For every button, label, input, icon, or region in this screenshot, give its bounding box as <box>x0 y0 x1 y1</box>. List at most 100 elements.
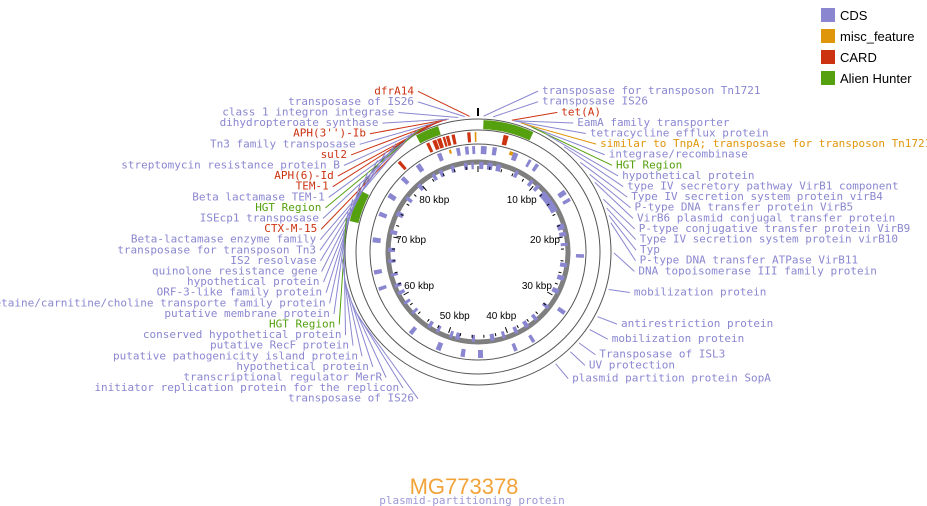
kbp-tick <box>427 318 430 322</box>
cds-reverse-segment <box>486 162 494 171</box>
kbp-tick <box>432 178 435 182</box>
alien-hunter-segment <box>483 120 534 141</box>
leader-line <box>594 181 634 219</box>
map-subtitle: plasmid-partitioning protein <box>379 494 564 506</box>
cds-forward-segment <box>436 152 444 162</box>
leader-line <box>369 119 448 135</box>
kbp-tick <box>529 185 534 192</box>
feature-label: IS2 resolvase <box>230 254 316 267</box>
kbp-tick <box>417 311 421 315</box>
feature-label: transposase of IS26 <box>288 95 414 108</box>
feature-label: TEM-1 <box>296 180 329 193</box>
map-ring <box>385 159 571 345</box>
cds-forward-segment <box>531 163 540 172</box>
cds-reverse-segment <box>448 330 455 339</box>
kbp-tick <box>400 213 404 217</box>
leader-line <box>597 316 618 325</box>
cds-forward-segment <box>408 326 418 336</box>
feature-label: integrase/recombinase <box>609 148 748 161</box>
feature-label: mobilization protein <box>634 286 766 299</box>
kbp-tick <box>448 327 452 333</box>
misc-feature-segment <box>508 150 514 156</box>
leader-line <box>398 112 459 118</box>
kbp-tick <box>406 203 410 207</box>
misc-feature-segment <box>448 149 452 154</box>
cds-forward-segment <box>387 192 397 202</box>
kbp-label: 40 kbp <box>486 311 516 322</box>
feature-label: mobilization protein <box>612 332 744 345</box>
card-feature-segment <box>436 137 445 149</box>
cds-reverse-segment <box>556 222 566 231</box>
cds-forward-segment <box>455 147 461 157</box>
cds-reverse-segment <box>463 162 469 171</box>
feature-label: transposase IS26 <box>542 95 648 108</box>
leader-line <box>417 90 470 117</box>
feature-label: ISEcp1 transposase <box>200 212 319 225</box>
leader-line <box>493 101 539 118</box>
kbp-tick <box>500 169 503 173</box>
feature-label: P-type DNA transfer protein VirB5 <box>635 201 854 214</box>
feature-label: initiator replication protein for the re… <box>94 381 399 394</box>
kbp-tick <box>511 173 514 177</box>
cds-forward-segment <box>415 163 425 173</box>
legend-label: CDS <box>840 8 868 23</box>
leader-line <box>570 351 586 366</box>
feature-label: Type IV secretion system protein virB4 <box>631 190 883 203</box>
leader-line <box>382 118 449 124</box>
cds-forward-segment <box>372 237 381 244</box>
leader-line <box>341 258 354 346</box>
cds-forward-segment <box>464 146 470 155</box>
leader-line <box>578 342 596 356</box>
feature-labels: transposase of IS26 transposase IS26 APH(3… <box>0 84 927 405</box>
kbp-tick <box>409 302 413 306</box>
map-title: MG773378 <box>410 474 519 499</box>
kbp-tick <box>459 333 462 337</box>
cds-reverse-segment <box>405 196 413 204</box>
map-ring <box>369 143 587 361</box>
leader-line <box>603 198 636 230</box>
feature-label: plasmid partition protein SopA <box>572 372 771 385</box>
leader-line <box>325 183 361 293</box>
leader-line <box>337 121 438 177</box>
feature-label: type IV secretory pathway VirB1 componen… <box>627 180 899 193</box>
cds-forward-segment <box>435 341 444 352</box>
feature-label: VirB6 plasmid conjugal transfer protein <box>637 211 895 224</box>
kbp-label: 20 kbp <box>530 235 560 246</box>
feature-label: DNA topoisomerase III family protein <box>638 264 876 277</box>
kbp-label: 60 kbp <box>404 281 434 292</box>
feature-label: similar to TnpA; transposase for transpo… <box>600 137 927 150</box>
map-ring <box>344 118 612 386</box>
cds-reverse-segment <box>395 210 405 219</box>
cds-forward-segment <box>478 349 484 358</box>
leader-line <box>520 122 597 145</box>
kbp-tick <box>504 327 508 333</box>
cds-forward-segment <box>400 176 410 185</box>
feature-label: Transposase of ISL3 <box>599 348 725 361</box>
cds-reverse-segment <box>403 298 411 305</box>
leader-line <box>329 199 354 304</box>
cds-forward-segment <box>557 189 567 199</box>
leader-line <box>546 134 619 177</box>
kbp-tick <box>556 236 563 239</box>
card-feature-segment <box>501 134 509 146</box>
cds-reverse-segment <box>435 325 442 333</box>
leader-line <box>343 230 347 336</box>
cds-reverse-segment <box>560 242 568 247</box>
cds-reverse-segment <box>427 320 435 329</box>
feature-label: streptomycin resistance protein B <box>121 159 340 172</box>
feature-label: putative membrane protein <box>164 307 330 320</box>
feature-label: Tn3 family transposase <box>210 137 356 150</box>
kbp-label: 50 kbp <box>440 311 470 322</box>
leader-line <box>608 215 637 251</box>
legend-label: CARD <box>840 50 877 65</box>
cds-reverse-segment <box>397 288 406 296</box>
alien-hunter-segment <box>349 190 369 224</box>
kbp-tick <box>413 194 417 197</box>
kbp-tick <box>394 271 398 274</box>
cds-reverse-segment <box>411 307 419 315</box>
leader-line <box>514 120 586 135</box>
cds-reverse-segment <box>512 326 519 334</box>
feature-label: etaine/carnitine/choline transporte fami… <box>0 296 326 309</box>
feature-label: HGT Region <box>616 158 682 171</box>
feature-label: transposase for transposon Tn3 <box>117 243 316 256</box>
